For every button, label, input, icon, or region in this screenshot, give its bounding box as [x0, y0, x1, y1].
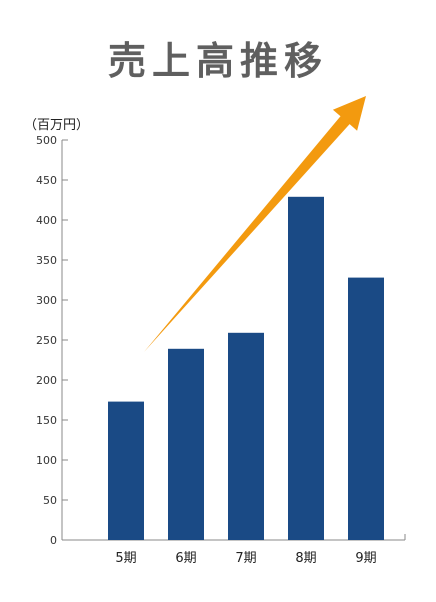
y-tick-label: 200 — [36, 374, 57, 387]
y-tick-label: 350 — [36, 254, 57, 267]
bar-9期 — [348, 277, 384, 540]
x-category-label: 5期 — [115, 551, 136, 566]
x-category-label: 7期 — [235, 551, 256, 566]
y-tick-label: 300 — [36, 294, 57, 307]
bar-7期 — [228, 332, 264, 540]
bar-6期 — [168, 348, 204, 540]
y-tick-label: 150 — [36, 414, 57, 427]
y-axis-unit-label: （百万円） — [24, 118, 90, 133]
y-tick-label: 450 — [36, 174, 57, 187]
growth-trend-arrow — [144, 96, 366, 352]
y-tick-label: 500 — [36, 134, 57, 147]
x-category-label: 6期 — [175, 551, 196, 566]
y-tick-label: 0 — [50, 534, 57, 547]
y-tick-label: 400 — [36, 214, 57, 227]
chart-axes: 0 50 100 150 200 250 300 350 400 450 500 — [36, 134, 406, 547]
chart-title: 売上高推移 — [107, 39, 328, 83]
y-tick-label: 250 — [36, 334, 57, 347]
bar-5期 — [108, 401, 144, 540]
upward-arrow-icon — [144, 96, 366, 352]
x-category-label: 9期 — [355, 551, 376, 566]
bar-series: 5期 6期 7期 8期 9期 — [108, 196, 384, 566]
y-tick-label: 50 — [43, 494, 57, 507]
bar-8期 — [288, 196, 324, 541]
x-category-label: 8期 — [295, 551, 316, 566]
y-tick-label: 100 — [36, 454, 57, 467]
